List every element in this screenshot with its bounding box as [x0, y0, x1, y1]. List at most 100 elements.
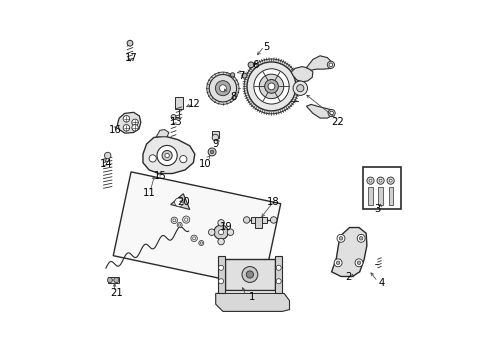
Circle shape	[218, 265, 223, 270]
Circle shape	[107, 278, 112, 283]
Circle shape	[329, 111, 333, 115]
Circle shape	[182, 216, 189, 223]
Circle shape	[247, 62, 253, 68]
Polygon shape	[170, 194, 189, 210]
Bar	[387, 186, 392, 205]
Circle shape	[242, 266, 257, 282]
Bar	[224, 259, 275, 290]
Circle shape	[327, 109, 335, 117]
Bar	[362, 167, 401, 209]
Bar	[108, 277, 119, 283]
Circle shape	[200, 242, 202, 244]
Circle shape	[157, 145, 177, 166]
Circle shape	[127, 40, 133, 46]
Text: 18: 18	[266, 197, 279, 207]
Circle shape	[356, 234, 365, 242]
Text: 16: 16	[108, 125, 121, 135]
Circle shape	[199, 240, 203, 246]
Circle shape	[246, 62, 295, 111]
Circle shape	[178, 224, 181, 226]
Circle shape	[209, 75, 236, 102]
Text: 4: 4	[377, 278, 384, 288]
Circle shape	[296, 85, 303, 92]
Circle shape	[333, 259, 342, 267]
Circle shape	[208, 229, 215, 235]
Text: 22: 22	[331, 117, 344, 127]
Polygon shape	[331, 228, 366, 276]
Text: 12: 12	[187, 99, 200, 109]
Circle shape	[212, 134, 218, 141]
Circle shape	[114, 278, 119, 283]
Polygon shape	[113, 172, 280, 288]
Polygon shape	[142, 136, 194, 174]
Bar	[255, 217, 261, 228]
Circle shape	[174, 198, 183, 207]
Text: 7: 7	[237, 71, 244, 81]
Circle shape	[218, 220, 224, 226]
Circle shape	[230, 73, 234, 77]
Text: 9: 9	[212, 139, 219, 149]
Text: 1: 1	[248, 292, 254, 302]
Circle shape	[171, 217, 177, 224]
Text: 14: 14	[100, 159, 112, 169]
Polygon shape	[306, 56, 332, 70]
Text: 5: 5	[263, 42, 269, 52]
Text: 8: 8	[230, 92, 236, 102]
Circle shape	[336, 234, 344, 242]
Circle shape	[123, 116, 129, 122]
Polygon shape	[291, 67, 312, 82]
Circle shape	[326, 61, 334, 68]
Circle shape	[259, 74, 283, 99]
Circle shape	[386, 177, 393, 184]
Circle shape	[242, 73, 246, 78]
Polygon shape	[275, 256, 281, 293]
Text: 20: 20	[177, 197, 189, 207]
Circle shape	[190, 235, 197, 242]
Circle shape	[270, 217, 276, 223]
Circle shape	[368, 179, 371, 182]
Circle shape	[292, 81, 307, 95]
Bar	[250, 217, 266, 223]
Circle shape	[184, 218, 187, 221]
Polygon shape	[212, 131, 218, 138]
Bar	[367, 186, 372, 205]
Circle shape	[123, 125, 129, 131]
Circle shape	[356, 261, 360, 265]
Circle shape	[177, 222, 182, 228]
Text: 2: 2	[345, 272, 351, 282]
Circle shape	[218, 279, 223, 284]
Circle shape	[378, 179, 381, 182]
Polygon shape	[218, 256, 224, 293]
Circle shape	[246, 271, 253, 278]
Circle shape	[104, 152, 111, 159]
Polygon shape	[306, 104, 332, 118]
Circle shape	[264, 80, 278, 93]
Text: 13: 13	[169, 117, 182, 127]
Polygon shape	[117, 112, 141, 133]
Circle shape	[359, 237, 362, 240]
Circle shape	[243, 217, 249, 223]
Text: 11: 11	[142, 188, 155, 198]
Circle shape	[192, 237, 195, 240]
Circle shape	[132, 119, 138, 126]
Polygon shape	[156, 130, 168, 137]
Bar	[378, 186, 382, 205]
Circle shape	[253, 69, 288, 104]
Circle shape	[227, 229, 233, 235]
Circle shape	[213, 225, 228, 239]
Circle shape	[179, 156, 186, 163]
Circle shape	[354, 259, 362, 267]
Circle shape	[172, 219, 175, 222]
Circle shape	[376, 177, 384, 184]
Polygon shape	[215, 293, 289, 311]
Circle shape	[206, 72, 239, 104]
Circle shape	[267, 83, 274, 90]
Circle shape	[218, 238, 224, 245]
Text: 21: 21	[110, 288, 123, 298]
Circle shape	[132, 125, 138, 131]
Circle shape	[149, 155, 156, 162]
Bar	[174, 97, 183, 109]
Circle shape	[219, 85, 226, 91]
Circle shape	[328, 63, 332, 67]
Text: 3: 3	[374, 204, 380, 214]
